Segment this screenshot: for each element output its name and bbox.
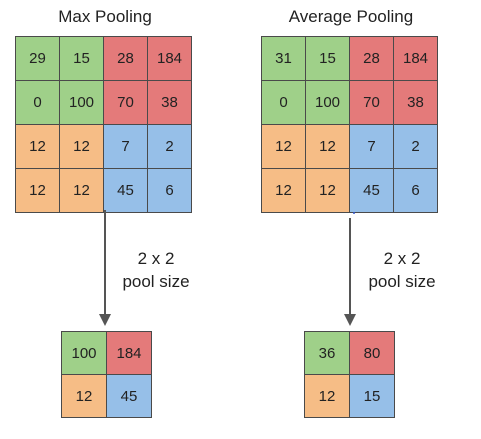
- max-pooling-input-grid-cell-r3-c0: 12: [16, 169, 59, 212]
- average-pooling-input-grid-cell-r3-c1: 12: [306, 169, 349, 212]
- average-pooling-input-grid-cell-r2-c3: 2: [394, 125, 437, 168]
- max-pooling-input-grid-cell-r0-c2: 28: [104, 37, 147, 80]
- average-pooling-output-grid-cell-r1-c1: 15: [350, 375, 394, 417]
- max-pooling-input-grid-cell-r3-c1: 12: [60, 169, 103, 212]
- max-pooling-input-grid-cell-r0-c0: 29: [16, 37, 59, 80]
- max-pooling-title: Max Pooling: [16, 6, 194, 28]
- average-pooling-pool-size-label-line1: 2 x 2: [362, 248, 442, 270]
- max-pooling-input-grid-cell-r2-c0: 12: [16, 125, 59, 168]
- average-pooling-input-grid-cell-r0-c2: 28: [350, 37, 393, 80]
- average-pooling-input-grid-cell-r3-c2: 45: [350, 169, 393, 212]
- max-pooling-output-grid-cell-r0-c0: 100: [62, 332, 106, 374]
- average-pooling-output-grid: 36 80 12 15: [304, 331, 395, 418]
- max-pooling-input-grid-cell-r0-c1: 15: [60, 37, 103, 80]
- average-pooling-output-grid-cell-r0-c1: 80: [350, 332, 394, 374]
- average-pooling-input-grid-cell-r1-c3: 38: [394, 81, 437, 124]
- average-pooling-output-grid-cell-r0-c0: 36: [305, 332, 349, 374]
- average-pooling-pool-size-label-line2: pool size: [362, 271, 442, 293]
- average-pooling-input-grid-cell-r1-c1: 100: [306, 81, 349, 124]
- average-pooling-output-grid-cell-r1-c0: 12: [305, 375, 349, 417]
- average-pooling-input-grid-cell-r1-c2: 70: [350, 81, 393, 124]
- max-pooling-input-grid-cell-r1-c0: 0: [16, 81, 59, 124]
- max-pooling-input-grid-cell-r2-c2: 7: [104, 125, 147, 168]
- max-pooling-output-grid-cell-r1-c1: 45: [107, 375, 151, 417]
- average-pooling-input-grid-cell-r2-c2: 7: [350, 125, 393, 168]
- max-pooling-arrow-head: [99, 314, 111, 326]
- average-pooling-title: Average Pooling: [262, 6, 440, 28]
- average-pooling-input-grid-cell-r0-c1: 15: [306, 37, 349, 80]
- max-pooling-pool-size-label-line2: pool size: [116, 271, 196, 293]
- max-pooling-output-grid-cell-r1-c0: 12: [62, 375, 106, 417]
- max-pooling-input-grid-cell-r2-c1: 12: [60, 125, 103, 168]
- average-pooling-input-grid-cell-r0-c0: 31: [262, 37, 305, 80]
- average-pooling-input-grid-cell-r2-c0: 12: [262, 125, 305, 168]
- max-pooling-output-grid-cell-r0-c1: 184: [107, 332, 151, 374]
- average-pooling-input-grid-cell-r0-c3: 184: [394, 37, 437, 80]
- max-pooling-input-grid-cell-r3-c3: 6: [148, 169, 191, 212]
- stray-dot: [353, 212, 355, 214]
- max-pooling-input-grid: 29 15 28 184 0 100 70 38 12 12 7 2 12 12 45 6: [15, 36, 192, 213]
- average-pooling-input-grid-cell-r2-c1: 12: [306, 125, 349, 168]
- average-pooling-arrow-head: [344, 314, 356, 326]
- average-pooling-input-grid-cell-r3-c3: 6: [394, 169, 437, 212]
- average-pooling-input-grid-cell-r1-c0: 0: [262, 81, 305, 124]
- max-pooling-pool-size-label-line1: 2 x 2: [116, 248, 196, 270]
- max-pooling-input-grid-cell-r3-c2: 45: [104, 169, 147, 212]
- max-pooling-input-grid-cell-r1-c2: 70: [104, 81, 147, 124]
- average-pooling-input-grid: 31 15 28 184 0 100 70 38 12 12 7 2 12 12 45 6: [261, 36, 438, 213]
- max-pooling-output-grid: 100 184 12 45: [61, 331, 152, 418]
- average-pooling-arrow: [349, 218, 351, 316]
- max-pooling-arrow: [104, 210, 106, 316]
- max-pooling-input-grid-cell-r2-c3: 2: [148, 125, 191, 168]
- average-pooling-input-grid-cell-r3-c0: 12: [262, 169, 305, 212]
- max-pooling-input-grid-cell-r1-c3: 38: [148, 81, 191, 124]
- max-pooling-input-grid-cell-r0-c3: 184: [148, 37, 191, 80]
- max-pooling-input-grid-cell-r1-c1: 100: [60, 81, 103, 124]
